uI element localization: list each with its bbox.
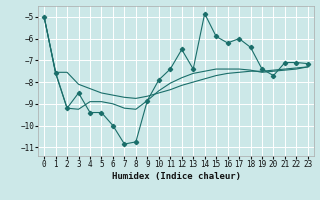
X-axis label: Humidex (Indice chaleur): Humidex (Indice chaleur) bbox=[111, 172, 241, 181]
